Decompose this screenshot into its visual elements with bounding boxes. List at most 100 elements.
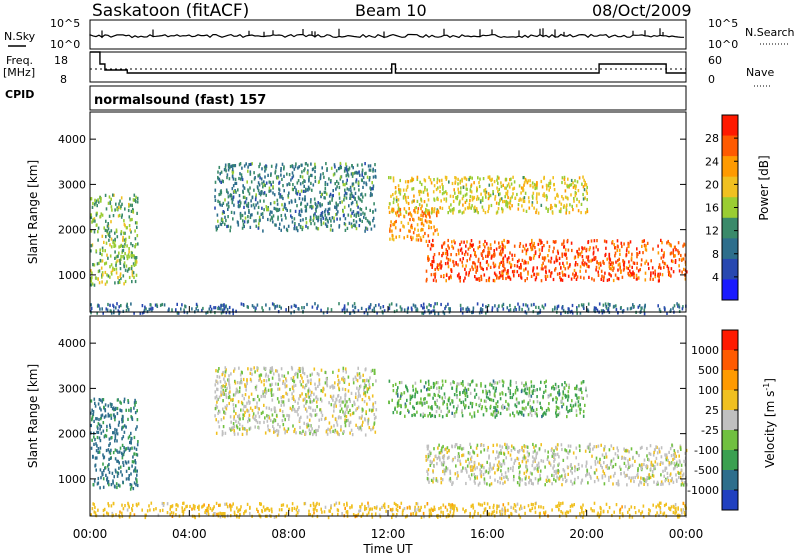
data-cell <box>183 308 185 312</box>
data-cell <box>473 209 476 213</box>
data-cell <box>322 311 325 315</box>
data-cell <box>372 408 374 412</box>
data-cell <box>368 397 371 401</box>
data-cell <box>253 206 256 210</box>
data-cell <box>488 252 491 256</box>
data-cell <box>563 273 566 277</box>
data-cell <box>234 393 236 397</box>
data-cell <box>135 400 137 404</box>
data-cell <box>342 209 344 214</box>
data-cell <box>265 391 267 395</box>
data-cell <box>514 305 516 310</box>
data-cell <box>469 383 471 387</box>
data-cell <box>272 185 274 189</box>
data-cell <box>355 220 358 224</box>
data-cell <box>461 264 464 268</box>
data-cell <box>358 416 361 420</box>
data-cell <box>345 419 348 423</box>
data-cell <box>369 193 372 198</box>
data-cell <box>554 268 556 272</box>
data-cell <box>403 225 405 229</box>
data-cell <box>228 382 230 386</box>
data-cell <box>315 395 318 399</box>
data-cell <box>127 253 130 257</box>
data-cell <box>327 427 329 431</box>
data-cell <box>434 229 436 233</box>
data-cell <box>547 259 550 263</box>
data-cell <box>465 307 467 311</box>
data-cell <box>650 463 652 467</box>
data-cell <box>497 207 500 211</box>
data-cell <box>499 197 502 201</box>
data-cell <box>404 195 407 200</box>
data-cell <box>470 183 473 187</box>
data-cell <box>256 303 259 307</box>
data-cell <box>668 242 671 246</box>
data-cell <box>471 243 473 248</box>
data-cell <box>364 162 366 166</box>
data-cell <box>442 402 444 406</box>
data-cell <box>473 414 476 418</box>
data-cell <box>540 279 543 283</box>
data-cell <box>371 187 373 191</box>
data-cell <box>319 214 322 218</box>
data-cell <box>306 374 309 379</box>
data-cell <box>523 199 526 203</box>
data-cell <box>130 209 133 213</box>
data-cell <box>438 443 440 447</box>
data-cell <box>242 195 245 199</box>
data-cell <box>455 443 458 447</box>
data-cell <box>349 399 351 403</box>
data-cell <box>494 415 497 419</box>
data-cell <box>97 481 100 485</box>
data-cell <box>527 402 529 406</box>
data-cell <box>133 469 135 473</box>
data-cell <box>531 241 533 245</box>
data-cell <box>90 431 92 435</box>
data-cell <box>367 387 370 391</box>
data-cell <box>125 264 128 268</box>
data-cell <box>624 457 627 461</box>
data-cell <box>232 311 234 316</box>
data-cell <box>480 275 483 279</box>
data-cell <box>471 176 473 180</box>
data-cell <box>588 472 590 476</box>
data-cell <box>422 228 424 232</box>
data-cell <box>333 219 335 223</box>
data-cell <box>324 196 326 200</box>
data-cell <box>545 277 547 281</box>
data-cell <box>232 217 234 221</box>
data-cell <box>510 177 512 181</box>
data-cell <box>123 446 125 450</box>
data-cell <box>554 267 557 271</box>
data-cell <box>454 443 457 447</box>
data-cell <box>488 175 491 179</box>
data-cell <box>372 216 375 220</box>
data-cell <box>273 206 276 210</box>
data-cell <box>449 308 451 312</box>
data-cell <box>268 189 270 193</box>
data-cell <box>265 205 268 209</box>
data-cell <box>111 268 114 272</box>
data-cell <box>440 199 442 203</box>
data-cell <box>357 211 360 215</box>
data-cell <box>626 449 629 453</box>
data-cell <box>287 427 290 431</box>
data-cell <box>480 407 483 411</box>
data-cell <box>120 232 122 236</box>
data-cell <box>637 305 640 309</box>
data-cell <box>329 385 331 389</box>
data-cell <box>317 227 320 231</box>
data-cell <box>341 308 344 312</box>
data-cell <box>557 463 559 467</box>
data-cell <box>406 185 409 189</box>
data-cell <box>299 431 301 435</box>
data-cell <box>91 276 93 280</box>
data-cell <box>471 195 474 199</box>
data-cell <box>289 164 292 169</box>
data-cell <box>134 237 137 241</box>
data-cell <box>300 431 303 435</box>
data-cell <box>134 221 137 225</box>
data-cell <box>272 180 274 184</box>
data-cell <box>561 483 563 487</box>
